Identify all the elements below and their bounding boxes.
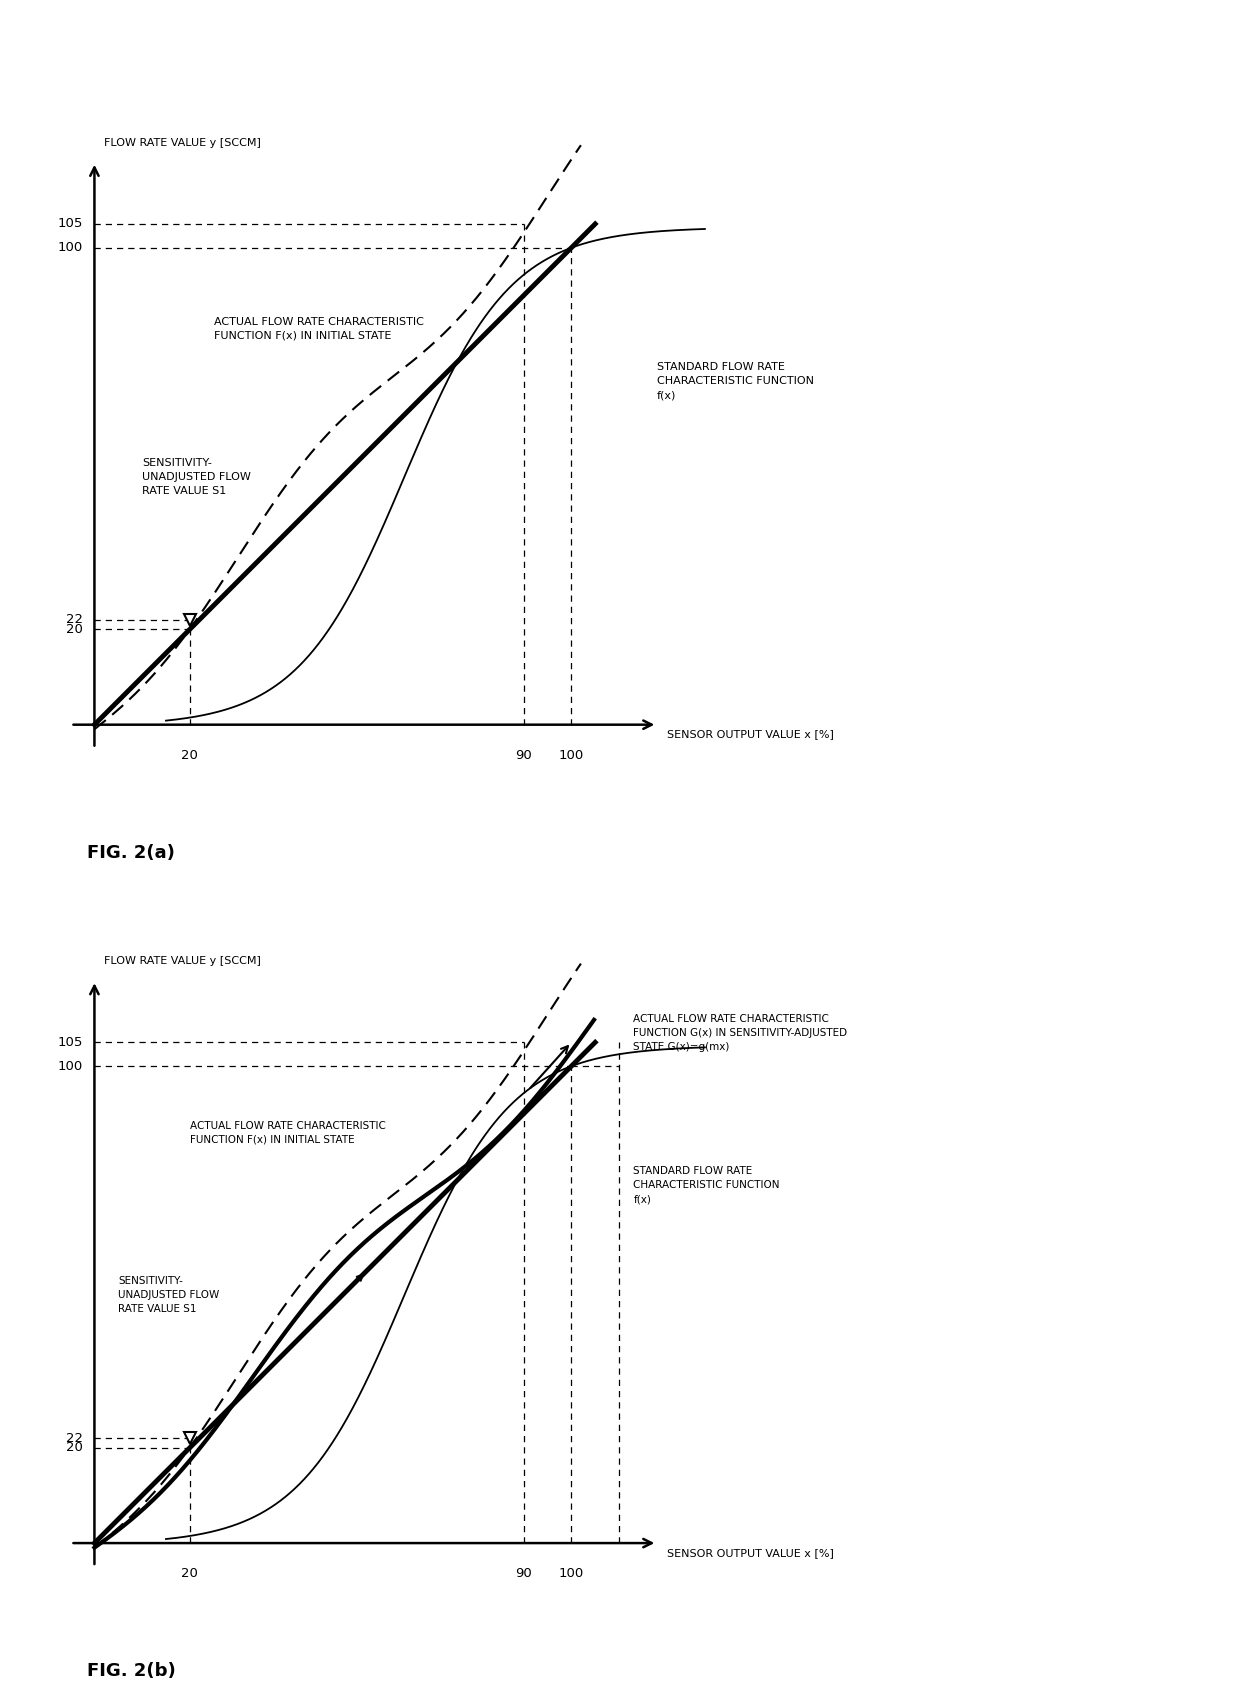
Text: FIG. 2(b): FIG. 2(b)	[87, 1662, 176, 1681]
Text: 90: 90	[516, 748, 532, 762]
Text: 100: 100	[559, 748, 584, 762]
Text: STANDARD FLOW RATE
CHARACTERISTIC FUNCTION
f(x): STANDARD FLOW RATE CHARACTERISTIC FUNCTI…	[657, 361, 815, 401]
Text: 20: 20	[66, 1441, 83, 1454]
Text: STANDARD FLOW RATE
CHARACTERISTIC FUNCTION
f(x): STANDARD FLOW RATE CHARACTERISTIC FUNCTI…	[634, 1166, 780, 1204]
Text: 100: 100	[57, 242, 83, 254]
Text: ACTUAL FLOW RATE CHARACTERISTIC
FUNCTION G(x) IN SENSITIVITY-ADJUSTED
STATE G(x): ACTUAL FLOW RATE CHARACTERISTIC FUNCTION…	[634, 1014, 847, 1052]
Text: FIG. 2(a): FIG. 2(a)	[87, 844, 175, 863]
Text: 20: 20	[181, 748, 198, 762]
Text: ACTUAL FLOW RATE CHARACTERISTIC
FUNCTION F(x) IN INITIAL STATE: ACTUAL FLOW RATE CHARACTERISTIC FUNCTION…	[190, 1120, 386, 1146]
Text: 100: 100	[57, 1061, 83, 1072]
Text: 20: 20	[181, 1567, 198, 1581]
Text: 22: 22	[66, 614, 83, 626]
Text: 90: 90	[516, 1567, 532, 1581]
Text: 22: 22	[66, 1432, 83, 1444]
Text: 100: 100	[559, 1567, 584, 1581]
Text: SENSOR OUTPUT VALUE x [%]: SENSOR OUTPUT VALUE x [%]	[667, 1548, 833, 1558]
Text: SENSITIVITY-
UNADJUSTED FLOW
RATE VALUE S1: SENSITIVITY- UNADJUSTED FLOW RATE VALUE …	[143, 457, 250, 496]
Text: 20: 20	[66, 622, 83, 636]
Text: SENSOR OUTPUT VALUE x [%]: SENSOR OUTPUT VALUE x [%]	[667, 730, 833, 740]
Text: ACTUAL FLOW RATE CHARACTERISTIC
FUNCTION F(x) IN INITIAL STATE: ACTUAL FLOW RATE CHARACTERISTIC FUNCTION…	[213, 317, 424, 341]
Text: 105: 105	[57, 218, 83, 230]
Text: 105: 105	[57, 1037, 83, 1049]
Text: FLOW RATE VALUE y [SCCM]: FLOW RATE VALUE y [SCCM]	[104, 138, 260, 148]
Text: FLOW RATE VALUE y [SCCM]: FLOW RATE VALUE y [SCCM]	[104, 957, 260, 967]
Text: SENSITIVITY-
UNADJUSTED FLOW
RATE VALUE S1: SENSITIVITY- UNADJUSTED FLOW RATE VALUE …	[118, 1275, 219, 1315]
